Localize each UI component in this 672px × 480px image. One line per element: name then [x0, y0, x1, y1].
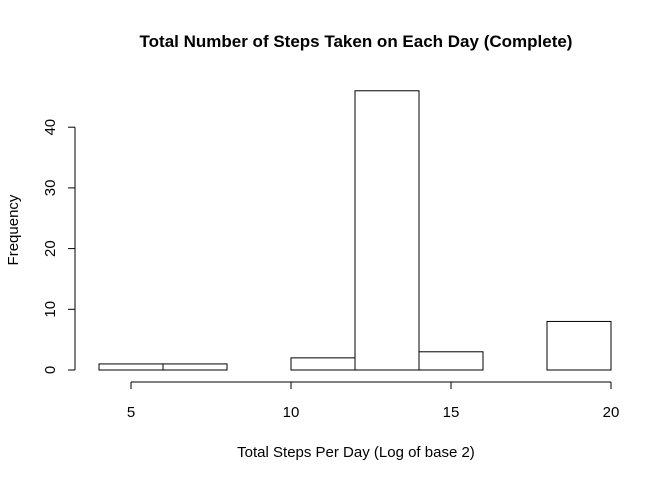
y-tick-label: 40 [42, 119, 59, 136]
y-axis: 0 10 20 30 40 [42, 119, 76, 374]
histogram-bar [546, 320, 612, 371]
y-tick-label: 20 [42, 240, 59, 257]
histogram-bar [418, 351, 484, 371]
chart-title: Total Number of Steps Taken on Each Day … [140, 32, 573, 51]
y-axis-label: Frequency [5, 194, 22, 265]
histogram-bar [98, 363, 164, 371]
bars-group [98, 90, 612, 371]
y-tick-label: 0 [42, 366, 59, 374]
x-tick-label: 5 [127, 404, 135, 421]
x-axis-label: Total Steps Per Day (Log of base 2) [237, 444, 475, 461]
x-tick-label: 10 [283, 404, 300, 421]
histogram-bar [354, 90, 420, 371]
histogram-bar [162, 363, 228, 371]
x-tick-label: 15 [443, 404, 460, 421]
y-tick-label: 30 [42, 180, 59, 197]
y-tick-label: 10 [42, 301, 59, 318]
x-tick-label: 20 [603, 404, 620, 421]
x-axis: 5 10 15 20 [127, 381, 620, 421]
histogram-bar [290, 357, 356, 371]
